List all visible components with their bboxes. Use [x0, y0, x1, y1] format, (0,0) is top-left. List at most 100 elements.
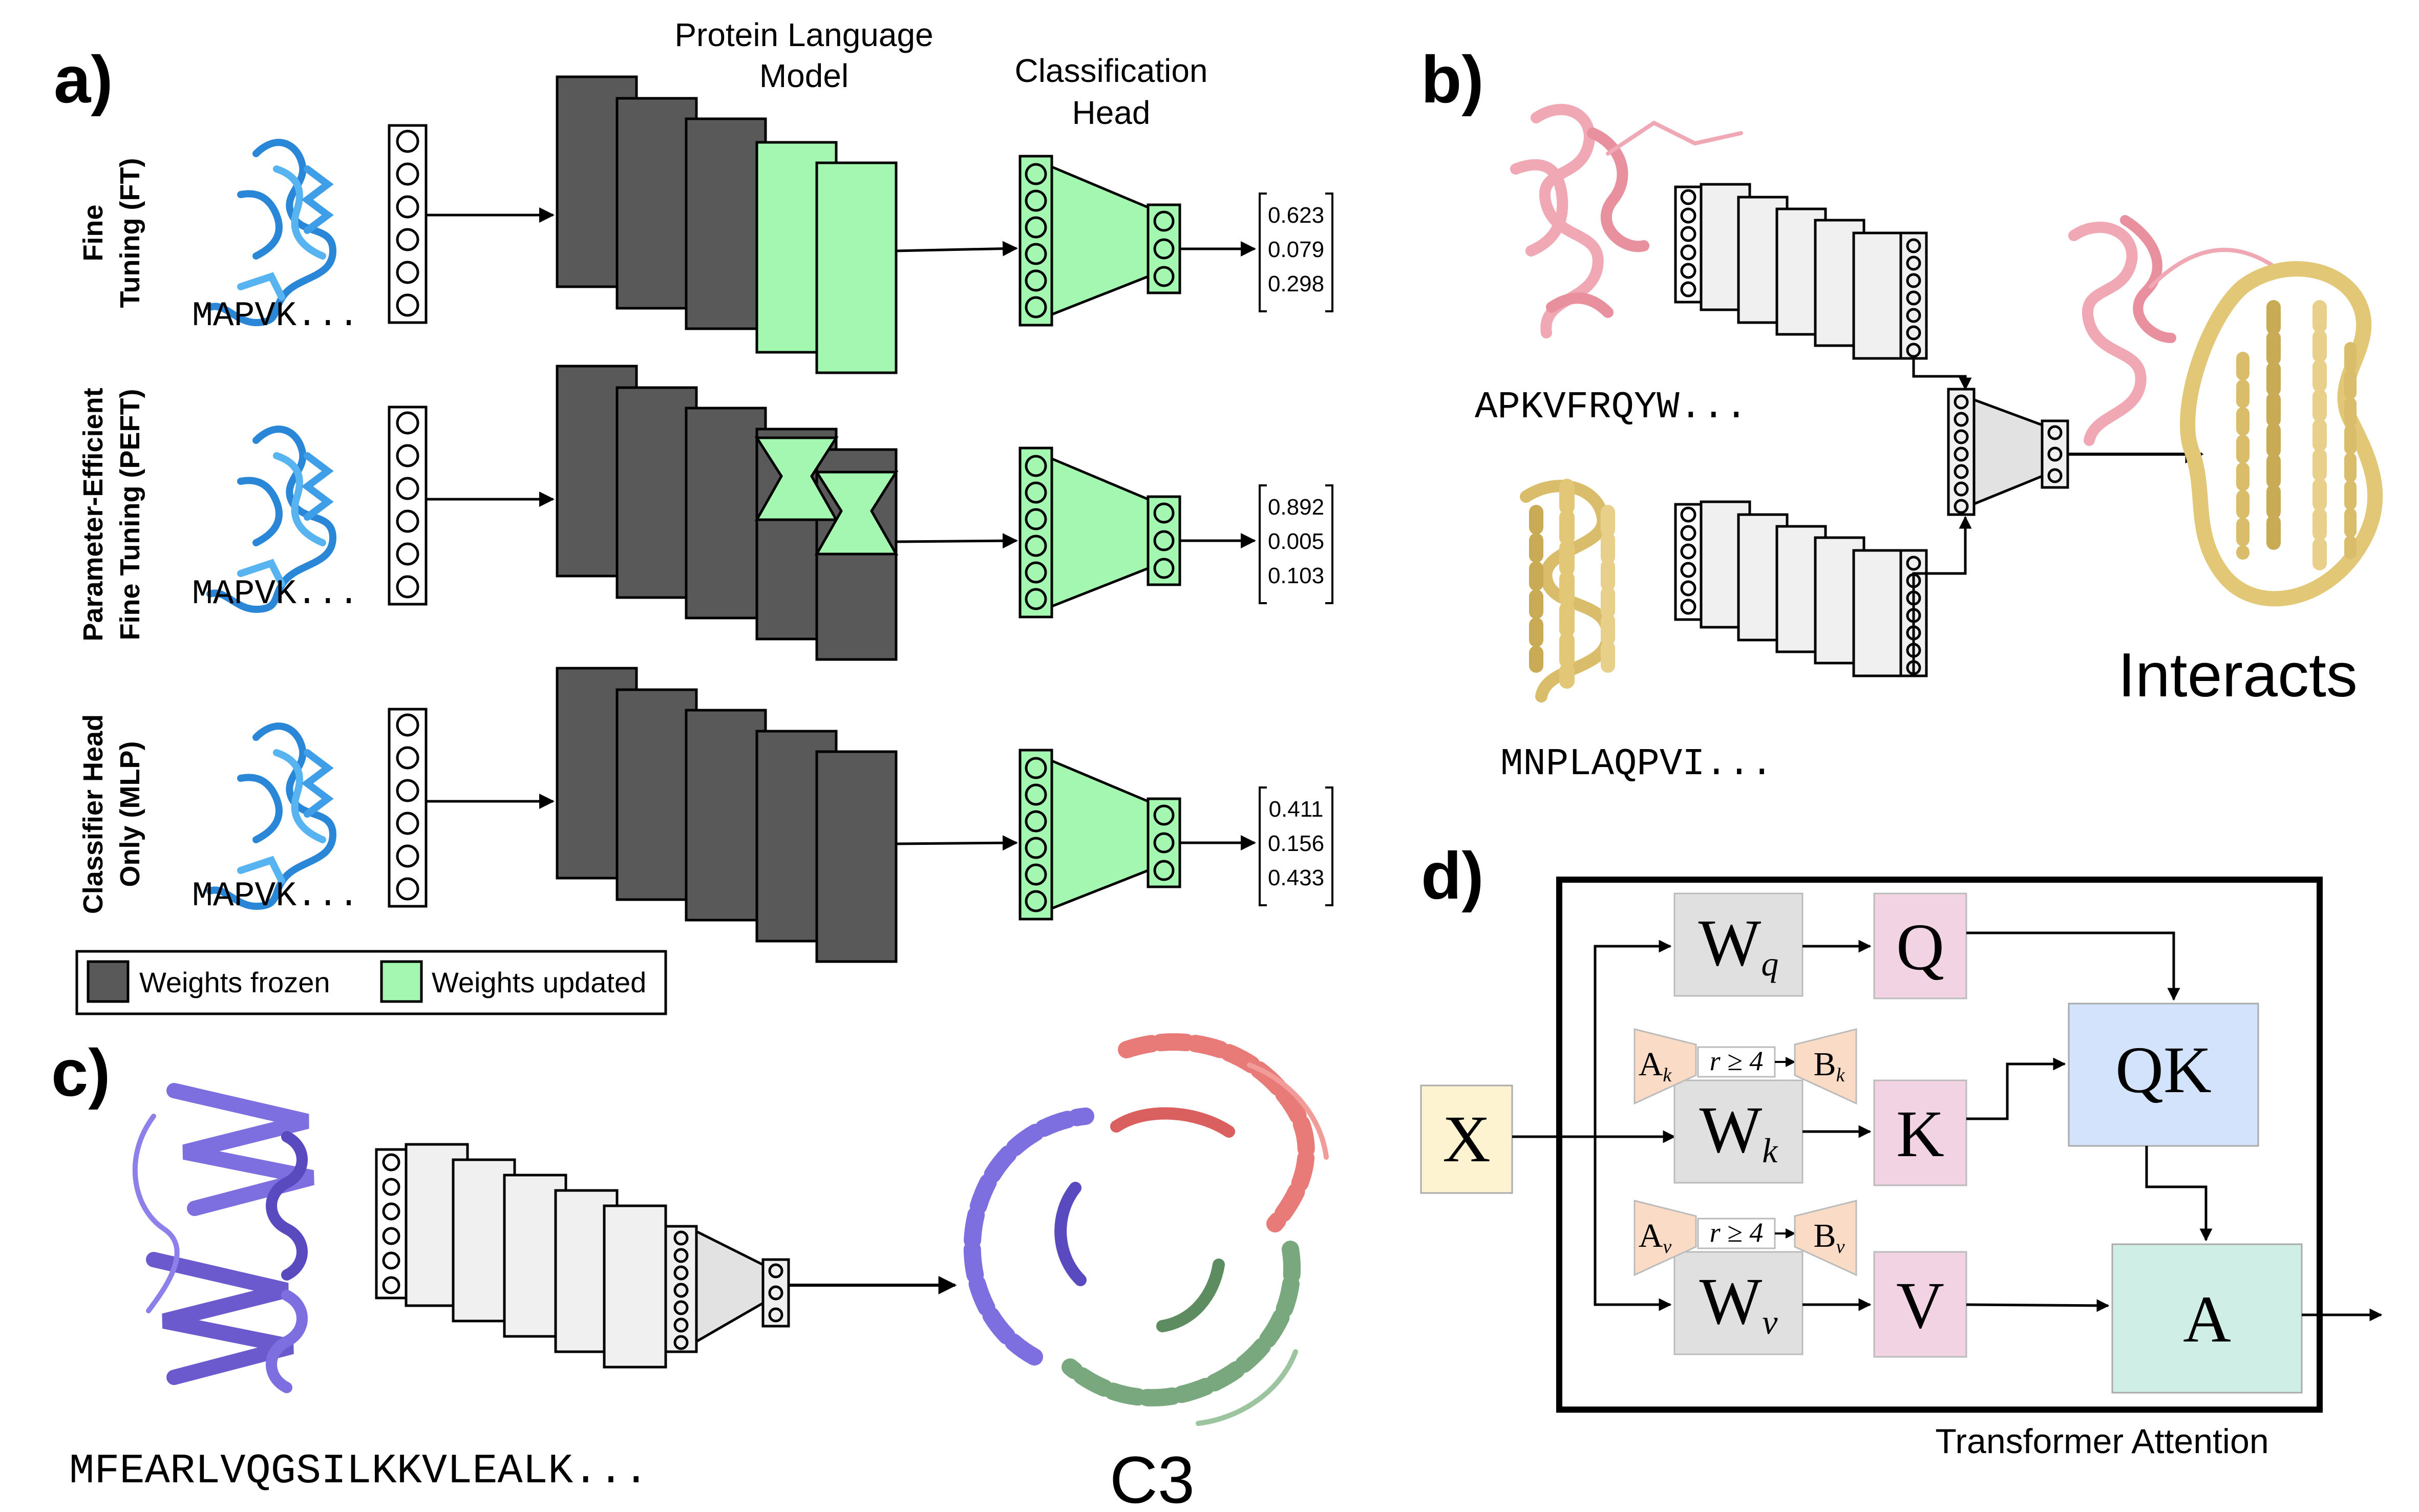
protein-purple-icon: [132, 1083, 314, 1393]
protein-pink-icon: [1510, 103, 1743, 338]
encoder-upper: [1674, 183, 1928, 360]
encoder: [375, 1143, 790, 1369]
k-label: K: [1896, 1097, 1944, 1171]
rank-box-k: [1697, 1046, 1776, 1078]
head-title-line2: Head: [1072, 94, 1151, 131]
plm-title-line1: Protein Language: [674, 16, 933, 53]
sequence-text-1: APKVFRQYW...: [1475, 386, 1748, 429]
connector-upper: [1912, 358, 1972, 391]
panel-b-label: b): [1421, 42, 1484, 117]
arrow: [896, 533, 1018, 549]
embedding-nodes: [396, 713, 419, 901]
layer-updated: [815, 161, 898, 374]
wire: [1594, 940, 1672, 1137]
bk-main: B: [1814, 1046, 1836, 1083]
classification-head: [1018, 155, 1181, 327]
layer-frozen: [815, 750, 898, 963]
output-value: 0.079: [1268, 237, 1324, 262]
input-embedding: [388, 406, 428, 606]
row-name-line2: Fine Tuning (PEFT): [115, 389, 145, 641]
panel-d-label: d): [1421, 838, 1484, 913]
bv-main: B: [1814, 1217, 1836, 1254]
interaction-head: [1947, 388, 2069, 516]
classification-head: [1018, 446, 1181, 619]
arrow: [896, 241, 1018, 257]
rank-k: r ≥ 4: [1710, 1046, 1764, 1076]
classification-head: [1018, 749, 1181, 921]
wv-main: W: [1700, 1265, 1763, 1338]
wq-main: W: [1699, 906, 1762, 980]
embedding-nodes: [396, 411, 419, 599]
qk-label: QK: [2115, 1033, 2212, 1107]
lora-k: Ak r ≥ 4 Bk: [1633, 1028, 1857, 1105]
q-label: Q: [1896, 910, 1944, 984]
bk-sub: k: [1836, 1064, 1845, 1086]
input-embedding: [388, 708, 428, 908]
sequence-text-2: MNPLAQPVI...: [1500, 743, 1773, 786]
legend: Weights frozen Weights updated: [75, 950, 667, 1015]
row-name-line1: Parameter-Efficient: [78, 388, 109, 641]
panel-c: c) MFEARLVQGSILKKVLEALK...: [51, 1033, 1329, 1512]
caption: Transformer Attention: [1935, 1422, 2268, 1461]
a-label: A: [2183, 1283, 2231, 1356]
sequence-text: MAPVK...: [192, 877, 359, 916]
wv-box: [1673, 1251, 1803, 1355]
layer-frozen: [616, 97, 698, 310]
lora-b-k: [1794, 1028, 1857, 1105]
av-main: A: [1639, 1217, 1663, 1254]
sequence-text: MAPVK...: [192, 296, 359, 336]
av-sub: v: [1663, 1236, 1671, 1258]
a-box: [2111, 1243, 2303, 1394]
input-embedding: [388, 124, 428, 324]
legend-label-frozen: Weights frozen: [139, 966, 330, 998]
wire: [1966, 931, 2180, 1001]
wv-label: Wv: [1700, 1265, 1778, 1341]
legend-label-updated: Weights updated: [432, 966, 646, 998]
lora-b-v: [1794, 1200, 1857, 1276]
wv-sub: v: [1762, 1303, 1778, 1341]
row-name-line1: Classifier Head: [78, 714, 109, 914]
v-box: [1873, 1251, 1967, 1358]
panel-b: b) APKVFRQYW... MNPLAQPVI...: [1421, 42, 2383, 786]
x-box: [1420, 1084, 1513, 1194]
output-vector: 0.623 0.079 0.298: [1259, 193, 1333, 312]
layer-frozen: [685, 407, 767, 620]
ak-label: Ak: [1639, 1046, 1672, 1086]
wire: [2145, 1146, 2213, 1242]
wq-label: Wq: [1699, 906, 1779, 983]
output-value: 0.411: [1269, 797, 1324, 822]
row-mlp: Classifier Head Only (MLP) MAPVK...: [78, 667, 1333, 963]
plm-layers: [556, 365, 899, 661]
row-fine-tuning: Fine Tuning (FT) MAPVK...: [78, 75, 1333, 374]
layer-frozen: [685, 709, 767, 922]
protein-complex-icon: [2068, 215, 2383, 607]
output-value: 0.156: [1268, 831, 1324, 856]
layer-frozen: [616, 386, 698, 599]
protein-structure-icon: [206, 139, 337, 327]
wk-label: Wk: [1700, 1093, 1779, 1170]
panel-d: d) Transformer Attention X Wq Wk Wv Ak r…: [1420, 838, 2383, 1461]
wk-main: W: [1700, 1093, 1763, 1167]
output-value: 0.433: [1268, 865, 1324, 890]
layer-frozen: [616, 688, 698, 901]
plm-layers: [556, 75, 898, 374]
panel-a: a) Protein Language Model Classification…: [54, 16, 1333, 1015]
legend-swatch-frozen: [87, 960, 130, 1003]
wire: [1594, 1137, 1672, 1311]
bk-label: Bk: [1814, 1046, 1845, 1086]
sequence-text: MFEARLVQGSILKKVLEALK...: [69, 1447, 649, 1495]
output-value: 0.892: [1268, 495, 1324, 520]
k-box: [1873, 1079, 1967, 1186]
v-label: V: [1896, 1269, 1944, 1343]
row-name-line1: Fine: [78, 204, 109, 261]
layer-frozen: [685, 117, 767, 330]
output-vector: 0.411 0.156 0.433: [1259, 786, 1333, 906]
transformer-frame: [1556, 877, 2323, 1413]
sequence-text: MAPVK...: [192, 574, 359, 614]
protein-structure-icon: [206, 425, 337, 613]
q-box: [1873, 892, 1967, 999]
protein-gold-icon: [1520, 479, 1615, 702]
output-value: 0.623: [1268, 203, 1324, 228]
x-label: X: [1442, 1102, 1491, 1176]
